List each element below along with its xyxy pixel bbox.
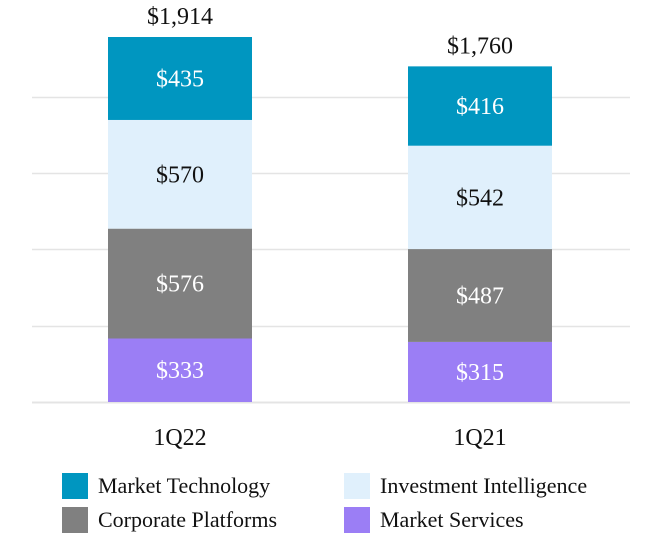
bar-segment-investment-intelligence <box>108 119 252 229</box>
legend-label: Market Technology <box>98 473 271 498</box>
legend-label: Market Services <box>380 507 524 532</box>
data-label: $435 <box>156 66 204 92</box>
x-axis-tick-labels: 1Q22 1Q21 <box>153 425 506 451</box>
x-tick-label: 1Q21 <box>453 425 506 451</box>
bar-segment-corporate-platforms <box>108 228 252 339</box>
data-label: $315 <box>456 360 504 386</box>
bar-segment-market-services <box>108 338 252 402</box>
legend-item-corporate-platforms: Corporate Platforms <box>62 505 277 535</box>
data-label: $570 <box>156 162 204 188</box>
bar-segment-market-technology <box>408 66 552 146</box>
data-label: $416 <box>456 94 504 120</box>
data-label: $333 <box>156 358 204 384</box>
legend-swatch-market-technology <box>62 473 88 499</box>
bar-segment-corporate-platforms <box>408 249 552 342</box>
legend-item-investment-intelligence: Investment Intelligence <box>344 471 587 501</box>
legend-swatch-market-services <box>344 507 370 533</box>
bar-segment-investment-intelligence <box>408 145 552 250</box>
legend-swatch-investment-intelligence <box>344 473 370 499</box>
x-tick-label: 1Q22 <box>153 425 206 451</box>
total-label: $1,914 <box>147 4 213 30</box>
total-labels: $1,914 $1,760 <box>147 4 513 59</box>
legend-label: Corporate Platforms <box>98 507 278 532</box>
bar-segments <box>108 37 552 402</box>
bar-segment-market-services <box>408 341 552 402</box>
bar-segment-market-technology <box>108 37 252 120</box>
data-label: $576 <box>156 272 204 298</box>
stacked-bar-chart: $333$576$570$435$315$487$542$416 $1,914$… <box>32 4 630 451</box>
legend-item-market-technology: Market Technology <box>62 471 270 501</box>
legend-label: Investment Intelligence <box>380 473 588 498</box>
segment-labels: $333 $576 $570 $435 $315 $487 $542 $416 <box>156 66 504 385</box>
total-label: $1,760 <box>447 33 513 59</box>
legend-swatch-corporate-platforms <box>62 507 88 533</box>
legend-item-market-services: Market Services <box>344 505 524 535</box>
data-label: $542 <box>456 185 504 211</box>
data-label: $487 <box>456 283 504 309</box>
